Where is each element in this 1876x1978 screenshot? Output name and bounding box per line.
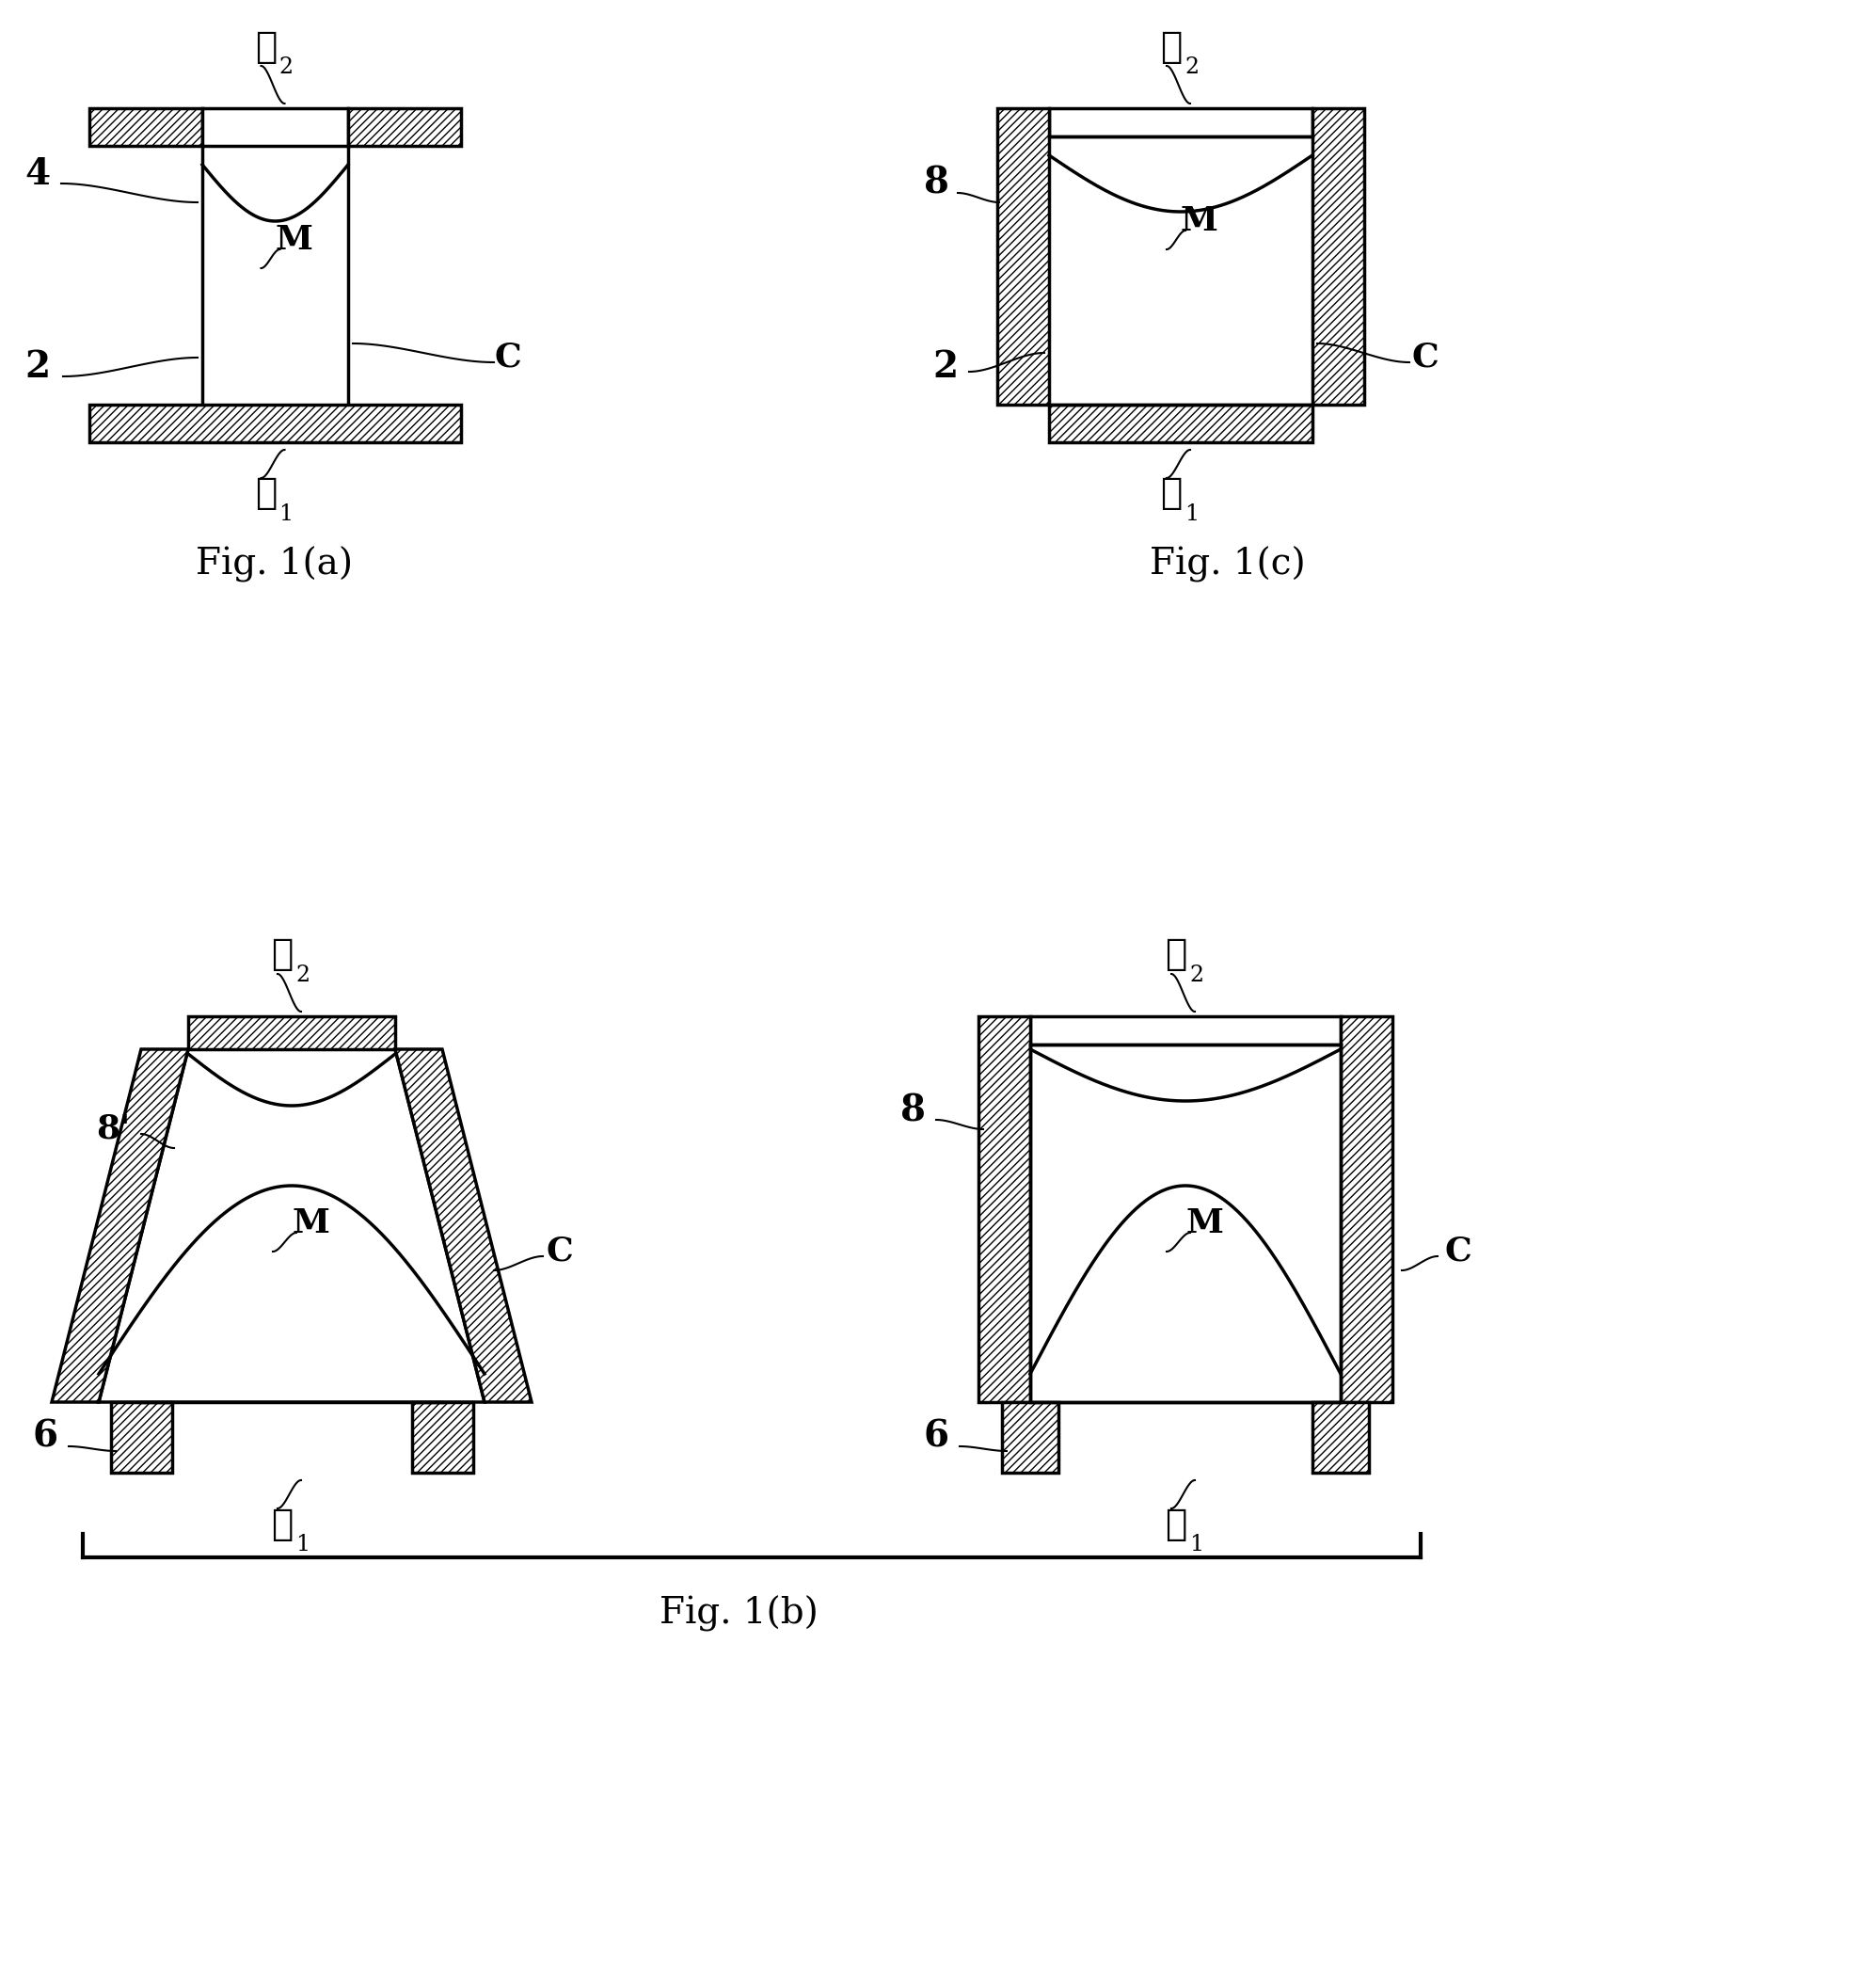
Text: 2: 2 [932,348,959,386]
Text: ℓ: ℓ [1165,938,1188,973]
Bar [1313,109,1364,405]
Text: 2: 2 [295,965,310,987]
Bar [998,109,1049,405]
Text: 8: 8 [923,166,949,202]
Bar [1049,405,1313,443]
Text: 1: 1 [1184,504,1199,524]
Bar [998,109,1049,405]
Bar [979,1017,1030,1402]
Polygon shape [99,1048,484,1402]
Polygon shape [396,1048,531,1402]
Text: 2: 2 [1189,965,1203,987]
Text: ℓ: ℓ [255,30,278,65]
Bar [1002,1402,1058,1474]
Bar [1313,1402,1369,1474]
Text: M: M [291,1207,330,1240]
Bar [188,1017,396,1048]
Text: Fig. 1(a): Fig. 1(a) [197,546,353,584]
Bar [90,405,461,443]
Bar [1341,1017,1392,1402]
Bar [1030,1017,1341,1044]
Text: 1: 1 [295,1533,310,1555]
Text: 6: 6 [923,1418,949,1454]
Text: Fig. 1(c): Fig. 1(c) [1150,546,1306,584]
Text: ℓ: ℓ [1161,477,1182,512]
Bar [1002,1402,1058,1474]
Text: ℓ: ℓ [272,1507,293,1541]
Text: C: C [1445,1236,1473,1268]
Bar [1341,1017,1392,1402]
Text: C: C [546,1236,574,1268]
Text: 2: 2 [1184,57,1199,77]
Bar [1313,1402,1369,1474]
Text: 2: 2 [280,57,293,77]
Polygon shape [53,1048,188,1402]
Text: 4: 4 [24,156,51,192]
Text: 2: 2 [24,348,51,386]
Text: M: M [1180,206,1218,237]
Text: C: C [495,342,522,374]
Bar [979,1017,1030,1402]
Text: 8: 8 [900,1092,925,1127]
Bar [90,109,203,146]
Text: ℓ: ℓ [1165,1507,1188,1541]
Bar [1313,109,1364,405]
Text: ℓ: ℓ [255,477,278,512]
Text: 1: 1 [1189,1533,1203,1555]
Bar [1049,109,1313,136]
Bar [188,1017,396,1048]
Text: M: M [1186,1207,1223,1240]
Text: C: C [1413,342,1439,374]
Bar [111,1402,173,1474]
Text: ℓ: ℓ [1161,30,1182,65]
Text: Fig. 1(b): Fig. 1(b) [658,1596,818,1632]
Bar [413,1402,473,1474]
Bar [90,405,461,443]
Bar [349,109,461,146]
Bar [203,109,349,146]
Bar [413,1402,473,1474]
Text: M: M [276,224,313,255]
Text: 6: 6 [32,1418,58,1454]
Text: ℓ: ℓ [272,938,293,973]
Bar [349,109,461,146]
Bar [1049,405,1313,443]
Bar [90,109,203,146]
Text: 1: 1 [280,504,293,524]
Bar [111,1402,173,1474]
Text: 8': 8' [96,1114,129,1145]
